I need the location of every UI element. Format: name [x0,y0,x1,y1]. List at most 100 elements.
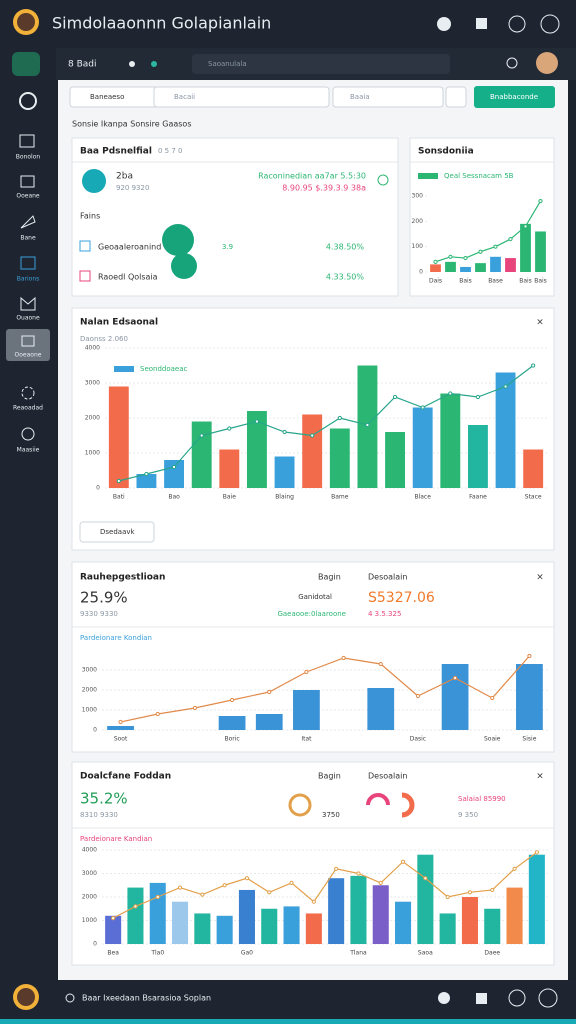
icon[interactable] [129,61,135,67]
close[interactable]: × [536,772,544,782]
avatar-face [17,13,35,31]
icon[interactable] [508,15,526,33]
icon[interactable] [538,988,558,1008]
search-box[interactable] [192,54,450,74]
search-input[interactable] [153,86,330,108]
line [120,655,530,723]
y-tick-label: 0 [93,727,97,734]
line-point [475,394,481,400]
nav-label[interactable]: Ooeaone [15,352,42,359]
icon[interactable] [151,61,157,67]
line-point [144,471,149,477]
line-point [133,904,138,909]
nav-label[interactable]: Bonolon [16,154,41,161]
icon[interactable] [476,18,487,29]
y-tick-label: 200 [412,218,424,225]
line-point [478,249,483,254]
y-tick-label: 300 [412,193,424,200]
icon[interactable] [65,993,75,1003]
icon[interactable] [438,992,450,1004]
nav-icon[interactable] [20,296,36,311]
bar [107,726,134,730]
toggle[interactable] [445,86,467,108]
col-label: Desoalain [368,772,407,781]
line [435,200,542,263]
bar [528,854,545,944]
icon[interactable] [476,993,487,1004]
sub-label: 8 Badi [68,60,97,70]
line-point [155,711,160,717]
nav-label[interactable]: Bane [20,235,36,242]
primary-button[interactable] [474,86,555,108]
nav-icon[interactable] [20,215,36,229]
nav-label[interactable]: Maasiie [17,447,40,454]
nav-icon[interactable] [20,256,36,270]
bar [246,411,267,488]
bar [329,428,350,488]
nav-icon[interactable] [19,92,37,110]
nav-icon[interactable] [20,175,35,188]
bar [172,901,189,944]
icon[interactable] [508,989,526,1007]
x-tick-label: Tla0 [150,950,164,957]
nav-icon[interactable] [19,134,35,148]
bar [194,913,211,944]
gauge-label: 3750 [322,811,340,819]
avatar-face [17,988,35,1006]
card-subtitle: Daonss 2.060 [80,335,128,343]
line-point [356,871,361,876]
blob [162,224,194,256]
nav-label[interactable]: Ooeane [16,193,40,200]
nav-icon[interactable] [21,427,35,441]
line-point [433,259,438,264]
value: S5327.06 [368,590,435,606]
nav-label[interactable]: Reaoadad [13,405,43,412]
nav-icon [21,335,35,347]
x-tick-label: Itat [301,736,312,743]
side-label: 9 350 [458,811,478,819]
line-point [227,426,232,431]
x-tick-label: Dasic [410,736,426,743]
bar [395,901,412,944]
y-tick-label: 1000 [82,707,97,714]
icon[interactable] [540,14,560,34]
big-metric: 35.2% [80,790,128,808]
bar [108,386,129,488]
line-point [229,697,235,703]
gauge [401,792,415,818]
line-point [267,689,272,695]
line-point [448,391,453,396]
footer-button[interactable] [79,521,155,543]
row-name: Raoedl Qolsaia [98,273,158,282]
close[interactable]: × [536,573,544,583]
line-point [200,892,205,897]
logo[interactable] [12,52,40,76]
line-point [527,653,532,659]
nav-label[interactable]: Barions [17,276,40,283]
line-point [523,224,528,229]
search-input[interactable] [332,86,444,108]
line-point [337,415,342,421]
line-point [512,866,517,871]
nav-label[interactable]: Ouaone [16,315,40,322]
line-point [118,719,123,725]
icon[interactable] [506,57,518,69]
blob [171,253,197,279]
x-tick-label: Soaie [484,736,501,743]
line-point [448,254,453,259]
line-point [310,433,315,438]
nav-active[interactable] [6,329,50,361]
close[interactable]: × [536,318,544,328]
x-tick-label: Baie [223,494,236,501]
bar [350,875,367,944]
card-title: Nalan Edsaonal [80,318,158,328]
mid-label: Gaeaooe:0laaroone [277,610,346,618]
nav-icon[interactable] [21,386,35,400]
bar [372,885,389,944]
profile[interactable] [536,52,558,74]
icon[interactable] [437,17,451,31]
bar [238,889,255,944]
x-tick-label: Bea [107,950,119,957]
y-tick-label: 0 [419,269,423,276]
red-text: 8.90.95 $.39.3.9 38a [282,184,366,193]
